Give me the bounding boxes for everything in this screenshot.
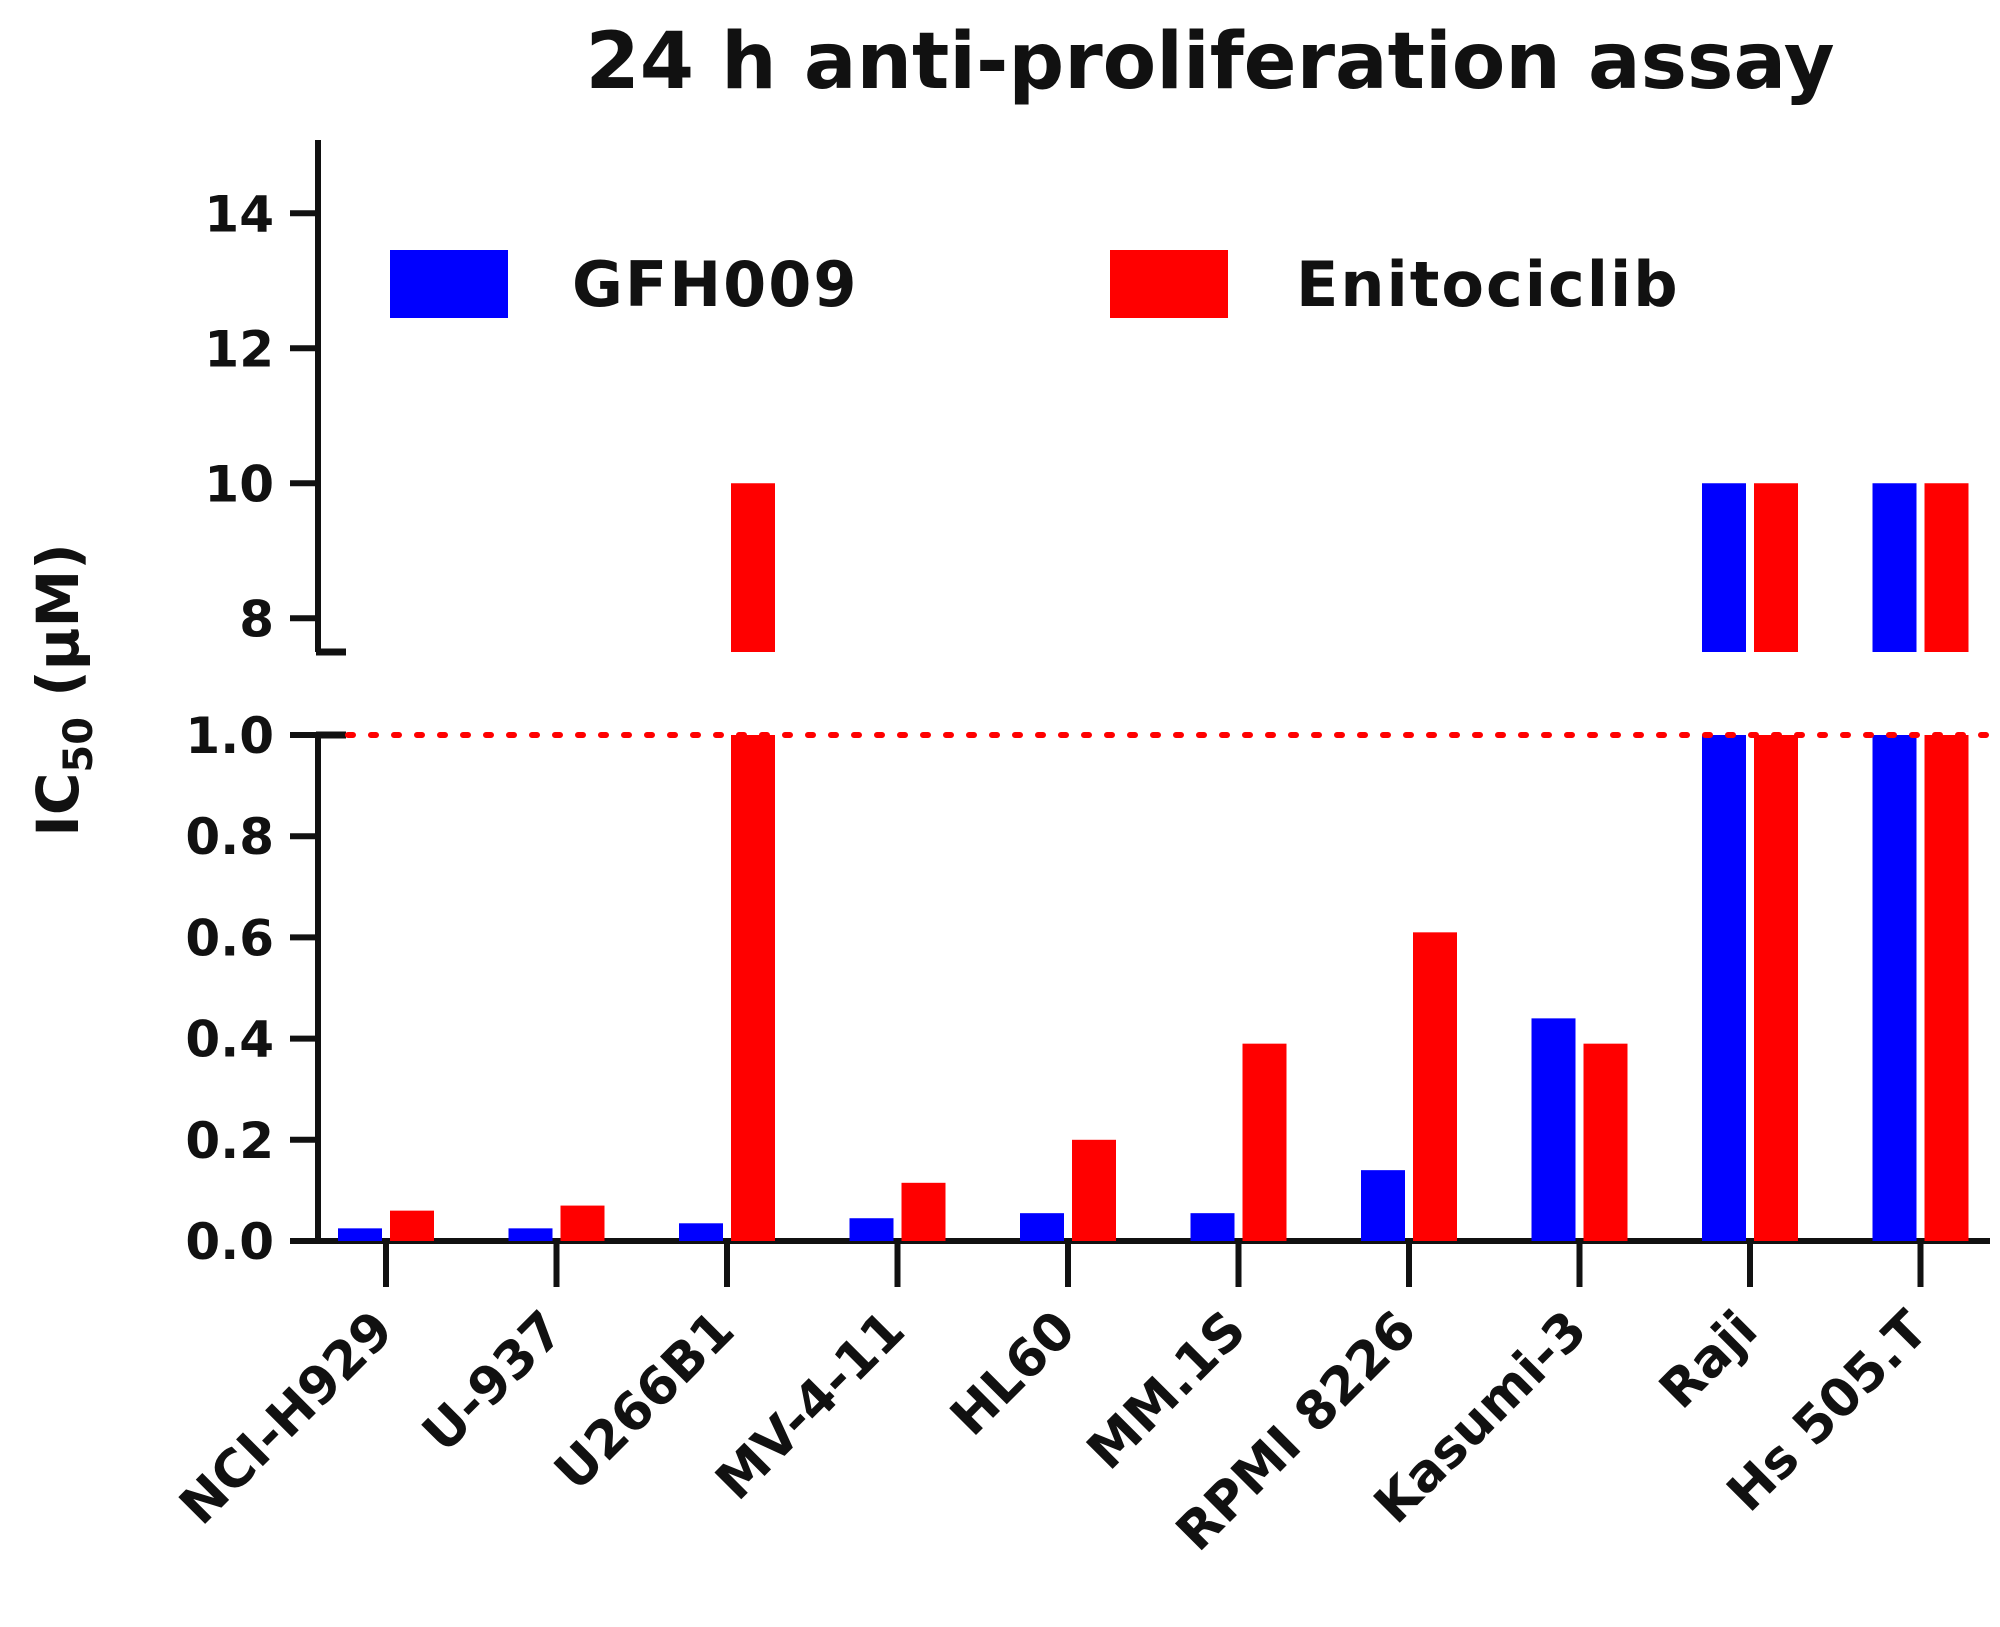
bar	[338, 1228, 382, 1241]
y-tick-label: 8	[239, 590, 274, 648]
bar	[1190, 1213, 1235, 1241]
y-tick-label: 14	[204, 185, 274, 243]
x-tick-label: HL60	[939, 1300, 1087, 1448]
bar	[849, 1218, 894, 1241]
bar	[1361, 1170, 1405, 1241]
bar	[390, 1210, 434, 1241]
chart-title: 24 h anti-proliferation assay	[585, 17, 1834, 107]
legend-swatch	[390, 250, 508, 318]
x-tick-label: Raji	[1648, 1300, 1769, 1421]
y-axis-label-main: IC	[24, 773, 92, 837]
bar-upper-part	[1872, 483, 1917, 652]
bar	[1020, 1213, 1064, 1241]
bar-lower-part	[1754, 735, 1798, 1241]
bar-upper-part	[1702, 483, 1746, 652]
y-axis-label: IC50 (μM)	[24, 543, 102, 836]
x-tick-label: NCI-H929	[169, 1300, 406, 1537]
bar-lower-part	[731, 735, 775, 1241]
y-tick-label: 0.0	[185, 1213, 274, 1271]
bar-lower-part	[1924, 735, 1969, 1241]
y-tick-label: 0.6	[185, 909, 274, 967]
y-tick-label: 10	[204, 455, 274, 513]
bar	[1583, 1043, 1628, 1241]
y-tick-label: 0.4	[185, 1011, 274, 1069]
bar	[1242, 1043, 1287, 1241]
bar	[508, 1228, 553, 1241]
bar-lower-part	[1702, 735, 1746, 1241]
legend-swatch	[1110, 250, 1228, 318]
bar-lower-part	[1872, 735, 1917, 1241]
bar	[679, 1223, 723, 1241]
y-axis-label-unit: (μM)	[24, 543, 92, 717]
y-tick-label: 12	[204, 320, 274, 378]
bar-upper-part	[1924, 483, 1969, 652]
bar-upper-part	[731, 483, 775, 652]
x-tick-label: U-937	[411, 1300, 575, 1464]
y-axis-label-subscript: 50	[56, 717, 102, 773]
y-tick-label: 0.2	[185, 1112, 274, 1170]
legend-label: Enitociclib	[1296, 248, 1680, 321]
bar	[1531, 1018, 1576, 1241]
y-tick-label: 1.0	[185, 707, 274, 765]
legend-label: GFH009	[572, 248, 859, 321]
bars	[338, 483, 1969, 1241]
bar	[1413, 932, 1457, 1241]
y-tick-label: 0.8	[185, 808, 274, 866]
bar	[901, 1182, 946, 1241]
bar-upper-part	[1754, 483, 1798, 652]
bar	[560, 1205, 605, 1241]
bar	[1072, 1139, 1116, 1241]
x-tick-label: MV-4-11	[705, 1300, 917, 1512]
legend: GFH009 Enitociclib	[390, 248, 1680, 321]
